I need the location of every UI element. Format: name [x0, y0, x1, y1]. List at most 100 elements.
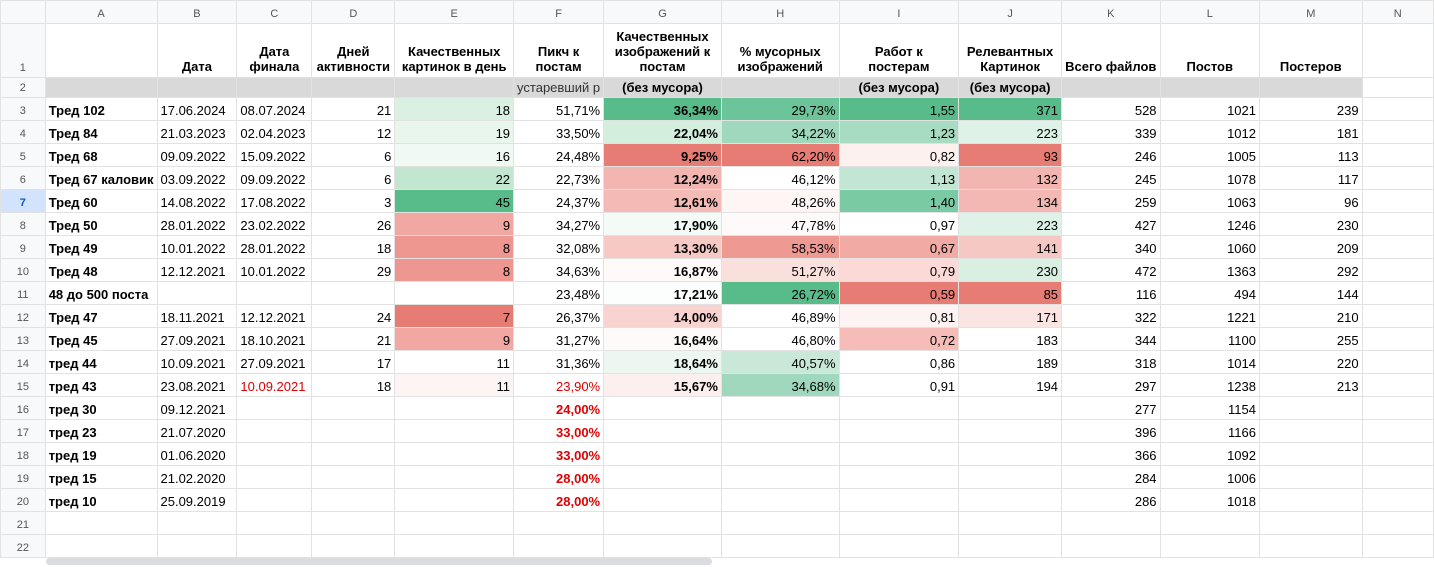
cell-c[interactable]: 12.12.2021	[236, 304, 313, 328]
cell-i[interactable]: 0,81	[838, 304, 960, 328]
cell-l[interactable]: 1078	[1159, 166, 1260, 190]
cell-j[interactable]: 371	[958, 97, 1063, 121]
cell-l[interactable]: 1063	[1159, 189, 1260, 213]
cell-k[interactable]: 322	[1061, 304, 1161, 328]
cell-f[interactable]: 26,37%	[513, 304, 605, 328]
cell-h[interactable]: 40,57%	[720, 350, 840, 374]
cell-j[interactable]: 93	[958, 143, 1063, 167]
cell-k[interactable]: 246	[1061, 143, 1161, 167]
cell-f[interactable]: 24,00%	[513, 396, 605, 420]
cell-d[interactable]: 29	[311, 258, 396, 282]
cell-b[interactable]: 28.01.2022	[156, 212, 238, 236]
cell-n[interactable]	[1361, 327, 1434, 351]
cell-i[interactable]: 0,79	[838, 258, 960, 282]
cell-i[interactable]: 0,59	[838, 281, 960, 305]
column-header-n[interactable]: N	[1361, 0, 1434, 24]
cell-a[interactable]: тред 15	[44, 465, 158, 489]
cell-i[interactable]	[838, 442, 960, 466]
cell-j[interactable]	[958, 534, 1063, 558]
column-header-d[interactable]: D	[311, 0, 396, 24]
cell-j[interactable]: 223	[958, 212, 1063, 236]
cell-d[interactable]: 6	[311, 143, 396, 167]
cell-e[interactable]	[394, 281, 515, 305]
cell-c[interactable]: 02.04.2023	[236, 120, 313, 144]
cell-g[interactable]: 17,90%	[603, 212, 722, 236]
cell-b[interactable]: 23.08.2021	[156, 373, 238, 397]
cell-e[interactable]	[394, 396, 515, 420]
cell-f[interactable]: 24,37%	[513, 189, 605, 213]
cell-n[interactable]	[1361, 373, 1434, 397]
cell-l[interactable]: 1246	[1159, 212, 1260, 236]
cell-j[interactable]	[958, 396, 1063, 420]
cell-b[interactable]: 09.09.2022	[156, 143, 238, 167]
cell-k[interactable]: 366	[1061, 442, 1161, 466]
cell-h[interactable]: 47,78%	[720, 212, 840, 236]
cell-g[interactable]: 17,21%	[603, 281, 722, 305]
cell-l[interactable]: 1154	[1159, 396, 1260, 420]
cell-h[interactable]	[720, 419, 840, 443]
row-header[interactable]: 18	[0, 442, 46, 466]
cell-b[interactable]: 21.07.2020	[156, 419, 238, 443]
cell-k[interactable]: 277	[1061, 396, 1161, 420]
cell-e[interactable]: 18	[394, 97, 515, 121]
cell-c[interactable]	[236, 511, 313, 535]
cell-b[interactable]: 12.12.2021	[156, 258, 238, 282]
row-header[interactable]: 21	[0, 511, 46, 535]
cell-h[interactable]: 34,22%	[720, 120, 840, 144]
cell-n[interactable]	[1361, 442, 1434, 466]
cell-g2[interactable]: (без мусора)	[603, 77, 722, 98]
header-relevant-pics[interactable]: Релевантных Картинок	[958, 23, 1063, 78]
cell-a[interactable]	[44, 534, 158, 558]
cell-e[interactable]: 9	[394, 327, 515, 351]
cell-g[interactable]: 36,34%	[603, 97, 722, 121]
cell-e[interactable]: 11	[394, 373, 515, 397]
cell-f[interactable]: 23,90%	[513, 373, 605, 397]
cell-e[interactable]: 19	[394, 120, 515, 144]
row-header[interactable]: 14	[0, 350, 46, 374]
cell-j[interactable]: 194	[958, 373, 1063, 397]
cell-n[interactable]	[1361, 97, 1434, 121]
cell-n[interactable]	[1361, 120, 1434, 144]
row-header[interactable]: 1	[0, 23, 46, 78]
cell-d[interactable]: 21	[311, 327, 396, 351]
cell-h2[interactable]	[720, 77, 840, 98]
cell-d[interactable]: 18	[311, 235, 396, 259]
cell-a[interactable]: Тред 68	[44, 143, 158, 167]
cell-g[interactable]: 9,25%	[603, 143, 722, 167]
cell-h[interactable]	[720, 442, 840, 466]
cell-f[interactable]	[513, 534, 605, 558]
cell-h[interactable]: 46,12%	[720, 166, 840, 190]
cell-b[interactable]: 03.09.2022	[156, 166, 238, 190]
row-header[interactable]: 11	[0, 281, 46, 305]
cell-a[interactable]: Тред 102	[44, 97, 158, 121]
cell-c[interactable]	[236, 534, 313, 558]
cell-n[interactable]	[1361, 534, 1434, 558]
cell-b[interactable]: 27.09.2021	[156, 327, 238, 351]
cell-c[interactable]: 08.07.2024	[236, 97, 313, 121]
column-header-l[interactable]: L	[1159, 0, 1260, 24]
cell-n[interactable]	[1361, 143, 1434, 167]
cell-l[interactable]: 1021	[1159, 97, 1260, 121]
cell-e[interactable]	[394, 465, 515, 489]
cell-b[interactable]	[156, 511, 238, 535]
cell-j[interactable]: 132	[958, 166, 1063, 190]
cell-i[interactable]: 0,67	[838, 235, 960, 259]
cell-k[interactable]: 528	[1061, 97, 1161, 121]
cell-d[interactable]	[311, 511, 396, 535]
header-quality-to-posts[interactable]: Качественных изображений к постам	[603, 23, 722, 78]
cell-c[interactable]: 15.09.2022	[236, 143, 313, 167]
select-all-corner[interactable]	[0, 0, 46, 24]
cell-f[interactable]: 51,71%	[513, 97, 605, 121]
cell-b[interactable]: 18.11.2021	[156, 304, 238, 328]
column-header-f[interactable]: F	[513, 0, 605, 24]
cell-c[interactable]: 27.09.2021	[236, 350, 313, 374]
cell-m[interactable]: 209	[1258, 235, 1363, 259]
cell-n[interactable]	[1361, 304, 1434, 328]
cell-a[interactable]: Тред 47	[44, 304, 158, 328]
cell-h[interactable]: 34,68%	[720, 373, 840, 397]
cell-i2[interactable]: (без мусора)	[838, 77, 960, 98]
row-header[interactable]: 3	[0, 97, 46, 121]
row-header[interactable]: 9	[0, 235, 46, 259]
cell-f[interactable]	[513, 511, 605, 535]
cell-k[interactable]: 427	[1061, 212, 1161, 236]
